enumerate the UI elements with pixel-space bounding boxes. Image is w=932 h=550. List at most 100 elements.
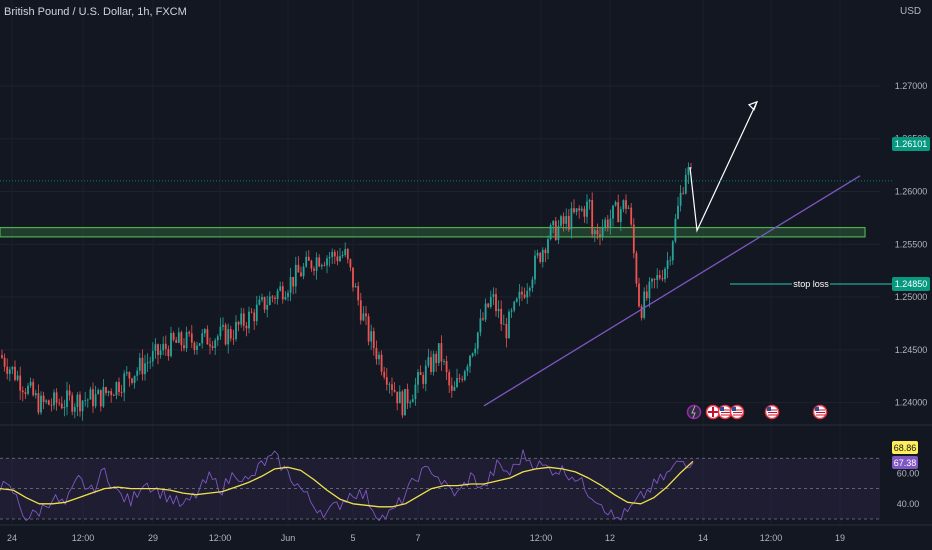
candle-body — [604, 219, 607, 228]
candle-body — [440, 343, 443, 362]
candle-body — [271, 296, 274, 298]
time-tick-label: 19 — [835, 533, 845, 543]
candle-body — [640, 306, 643, 318]
candle-body — [554, 220, 557, 240]
lightning-icon[interactable] — [686, 404, 702, 420]
candle-body — [401, 391, 404, 416]
candle-body — [292, 276, 295, 287]
stop-loss-label: stop loss — [793, 279, 829, 289]
us-flag-icon[interactable] — [764, 404, 780, 420]
currency-label: USD — [900, 6, 922, 17]
candle-body — [552, 220, 555, 226]
candle-body — [471, 353, 474, 356]
candle-body — [682, 192, 685, 194]
candle-body — [406, 388, 409, 404]
candle-body — [164, 343, 167, 350]
candle-body — [63, 407, 66, 409]
candle-body — [229, 329, 232, 339]
candle-body — [328, 256, 331, 259]
candle-body — [684, 174, 687, 194]
candle-body — [60, 403, 63, 409]
candle-body — [476, 332, 479, 349]
candle-body — [331, 251, 334, 257]
candle-body — [198, 343, 201, 346]
price-tick-label: 1.25000 — [895, 292, 928, 302]
candle-body — [645, 291, 648, 299]
us-flag-icon[interactable] — [729, 404, 745, 420]
time-axis[interactable]: 24 12:00 29 12:00 Jun 5 7 12:00 12 14 12:00 19 — [7, 533, 845, 543]
candle-body — [73, 407, 76, 412]
candle-body — [586, 201, 588, 217]
candle-body — [372, 331, 375, 349]
candle-body — [531, 279, 534, 289]
candle-body — [37, 393, 40, 413]
trendline[interactable] — [483, 175, 861, 407]
price-badges: 1.26101 1.24850 — [892, 137, 930, 291]
candle-body — [203, 329, 206, 334]
candle-body — [32, 381, 35, 396]
candle-body — [445, 361, 448, 373]
candle-body — [34, 393, 37, 396]
candle-body — [500, 308, 503, 325]
projection-arrow[interactable] — [689, 100, 759, 233]
candle-body — [648, 281, 651, 299]
candle-body — [185, 332, 188, 349]
uk-flag-icon[interactable] — [705, 404, 721, 420]
candle-body — [617, 202, 620, 223]
candle-body — [162, 343, 165, 351]
us-flag-icon[interactable] — [717, 404, 733, 420]
candle-body — [687, 167, 690, 175]
price-axis[interactable]: 1.270001.265001.260001.255001.250001.245… — [895, 81, 928, 408]
candle-body — [24, 392, 27, 394]
candle-body — [16, 375, 19, 380]
candle-body — [266, 304, 269, 310]
stop-loss-line[interactable]: stop loss — [730, 279, 892, 289]
candle-body — [474, 348, 477, 354]
event-icons[interactable] — [686, 404, 828, 420]
candle-body — [664, 268, 666, 280]
candle-body — [11, 366, 14, 370]
candle-body — [635, 253, 638, 284]
price-tick-label: 1.25500 — [895, 239, 928, 249]
candle-body — [68, 390, 71, 396]
candle-body — [255, 304, 258, 322]
candle-body — [479, 318, 482, 333]
candle-body — [294, 264, 297, 287]
candle-body — [237, 322, 240, 325]
us-flag-icon[interactable] — [812, 404, 828, 420]
time-tick-label: 7 — [415, 533, 420, 543]
price-tick-label: 1.27000 — [895, 81, 928, 91]
candle-body — [341, 255, 344, 257]
candle-body — [677, 205, 679, 219]
candle-body — [482, 318, 484, 320]
candle-body — [227, 329, 230, 345]
candle-body — [622, 200, 625, 210]
candle-body — [300, 272, 302, 277]
candle-body — [120, 392, 123, 393]
current-price-badge — [892, 137, 930, 151]
candle-body — [6, 366, 9, 374]
grid-lines — [0, 85, 880, 404]
time-tick-label: 12:00 — [530, 533, 553, 543]
candle-body — [463, 371, 466, 380]
candle-body — [560, 216, 562, 227]
candle-body — [250, 311, 253, 313]
candle-body — [656, 275, 659, 280]
candle-body — [575, 208, 578, 213]
candle-body — [601, 227, 604, 237]
time-tick-label: 12:00 — [209, 533, 232, 543]
candle-body — [671, 241, 674, 261]
candle-body — [206, 329, 209, 345]
candle-body — [570, 208, 573, 230]
candle-body — [53, 392, 55, 406]
candle-body — [19, 375, 22, 391]
candle-body — [625, 200, 627, 209]
candle-body — [404, 388, 406, 416]
candle-body — [466, 366, 469, 372]
candle-body — [81, 400, 84, 412]
candle-body — [253, 312, 256, 322]
candle-body — [526, 290, 529, 298]
candle-body — [653, 278, 656, 280]
candle-body — [614, 202, 617, 206]
